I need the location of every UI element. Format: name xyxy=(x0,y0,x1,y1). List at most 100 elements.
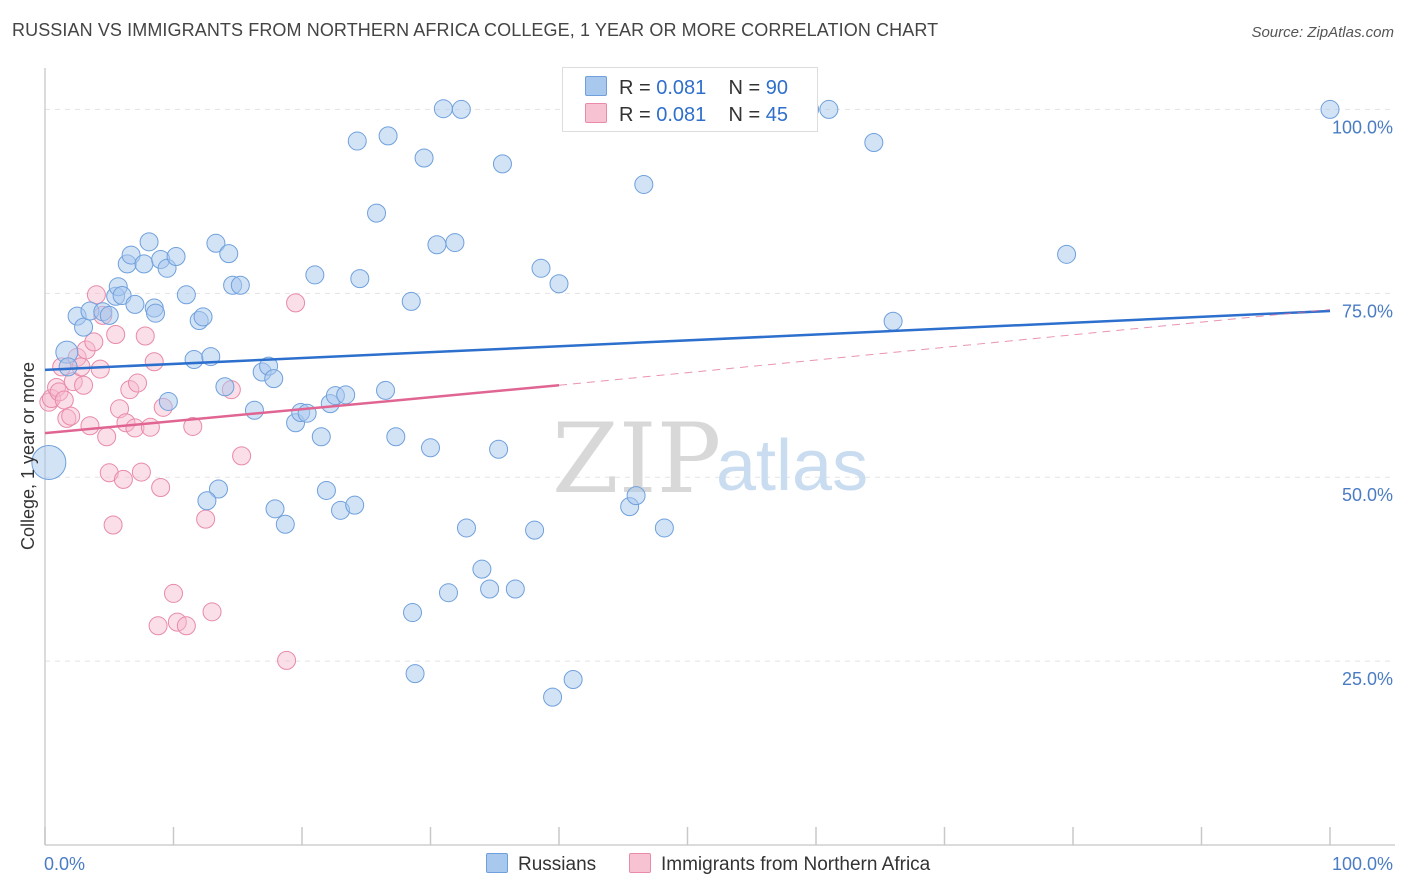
russians-point xyxy=(864,133,884,153)
y-axis-label: College, 1 year or more xyxy=(18,362,38,550)
immigrants-swatch xyxy=(585,103,607,123)
immigrants-point xyxy=(54,390,74,410)
russians-point xyxy=(654,518,674,538)
russians-point xyxy=(193,307,213,327)
russians-r-value: 0.081 xyxy=(656,77,707,99)
grid-lines xyxy=(45,108,1390,662)
immigrants-point xyxy=(90,359,110,379)
bottom-legend-immigrants: Immigrants from Northern Africa xyxy=(629,853,930,876)
immigrants-trend-line xyxy=(558,309,1331,386)
russians-point xyxy=(345,495,365,515)
russians-swatch xyxy=(486,853,508,873)
russians-trend-line xyxy=(44,309,1331,372)
russians-swatch xyxy=(585,76,607,96)
russians-point xyxy=(311,427,331,447)
immigrants-point xyxy=(106,325,126,345)
russians-point xyxy=(206,233,226,253)
russians-point xyxy=(492,154,512,174)
y-tick-label: 25.0% xyxy=(1342,669,1393,689)
russians-point xyxy=(489,439,509,459)
legend-row-immigrants: R = 0.081 N = 45 xyxy=(585,103,788,127)
russians-point xyxy=(347,131,367,151)
russians-point xyxy=(265,499,285,519)
trend-lines xyxy=(44,309,1331,435)
n-label: N = xyxy=(728,104,761,126)
russians-point xyxy=(427,235,447,255)
immigrants-point xyxy=(113,469,133,489)
stats-legend: R = 0.081 N = 90 R = 0.081 N = 45 xyxy=(562,67,818,132)
immigrants-point xyxy=(39,392,59,412)
russians-legend-label: Russians xyxy=(518,854,597,875)
russians-point xyxy=(125,294,145,314)
n-label: N = xyxy=(728,77,761,99)
russians-point xyxy=(336,385,356,405)
immigrants-legend-label: Immigrants from Northern Africa xyxy=(661,854,931,875)
russians-point xyxy=(401,291,421,311)
legend-row-russians: R = 0.081 N = 90 xyxy=(585,76,788,100)
immigrants-point xyxy=(140,417,160,437)
russians-point xyxy=(525,520,545,540)
immigrants-n-value: 45 xyxy=(765,104,789,126)
immigrants-point xyxy=(196,509,216,529)
russians-point xyxy=(378,126,398,146)
russians-point xyxy=(158,391,178,411)
russians-point xyxy=(563,669,583,689)
russians-point xyxy=(1320,99,1340,119)
immigrants-point xyxy=(131,462,151,482)
russians-point xyxy=(139,232,159,252)
russians-point xyxy=(166,247,186,267)
immigrants-point xyxy=(128,373,148,393)
immigrants-point xyxy=(110,399,130,419)
russians-point xyxy=(543,687,563,707)
immigrants-point xyxy=(99,463,119,483)
russians-point xyxy=(264,369,284,389)
russians-point xyxy=(31,445,67,480)
r-label: R = xyxy=(619,104,651,126)
russians-point xyxy=(505,579,525,599)
russians-point xyxy=(74,317,94,337)
x-tick-labels: 0.0% 100.0% xyxy=(44,854,1393,874)
immigrants-point xyxy=(97,427,117,447)
russians-point xyxy=(403,603,423,623)
immigrants-point xyxy=(176,616,196,636)
immigrants-point xyxy=(103,515,123,535)
immigrants-point xyxy=(148,616,168,636)
russians-point xyxy=(219,244,239,264)
russians-point xyxy=(414,148,434,168)
russians-point xyxy=(634,174,654,194)
immigrants-swatch xyxy=(629,853,651,873)
immigrants-trend-line xyxy=(44,384,560,435)
russians-point xyxy=(197,491,217,511)
russians-point xyxy=(549,274,569,294)
x-tick-label: 0.0% xyxy=(44,854,85,874)
immigrants-point xyxy=(232,446,252,466)
immigrants-r-value: 0.081 xyxy=(656,104,707,126)
immigrants-point xyxy=(120,380,140,400)
y-tick-label: 100.0% xyxy=(1332,117,1393,137)
x-tick-label: 100.0% xyxy=(1332,854,1393,874)
russians-point xyxy=(438,583,458,603)
russians-point xyxy=(350,269,370,289)
immigrants-point xyxy=(151,478,171,498)
russians-point xyxy=(184,350,204,370)
immigrants-point xyxy=(183,416,203,436)
russians-point xyxy=(230,275,250,295)
russians-point xyxy=(99,305,119,325)
russians-point xyxy=(883,311,903,331)
russians-point xyxy=(176,285,196,305)
immigrants-point xyxy=(277,650,297,670)
immigrants-point xyxy=(86,285,106,305)
immigrants-point xyxy=(84,332,104,352)
russians-point xyxy=(386,427,406,447)
immigrants-point xyxy=(135,326,155,346)
russians-point xyxy=(472,559,492,579)
russians-point xyxy=(451,99,471,119)
chart-title: RUSSIAN VS IMMIGRANTS FROM NORTHERN AFRI… xyxy=(12,20,939,40)
russians-point xyxy=(215,377,235,397)
russians-point xyxy=(275,514,295,534)
russians-point xyxy=(367,203,387,223)
y-tick-label: 75.0% xyxy=(1342,301,1393,321)
russians-point xyxy=(376,380,396,400)
russians-n-value: 90 xyxy=(765,77,789,99)
